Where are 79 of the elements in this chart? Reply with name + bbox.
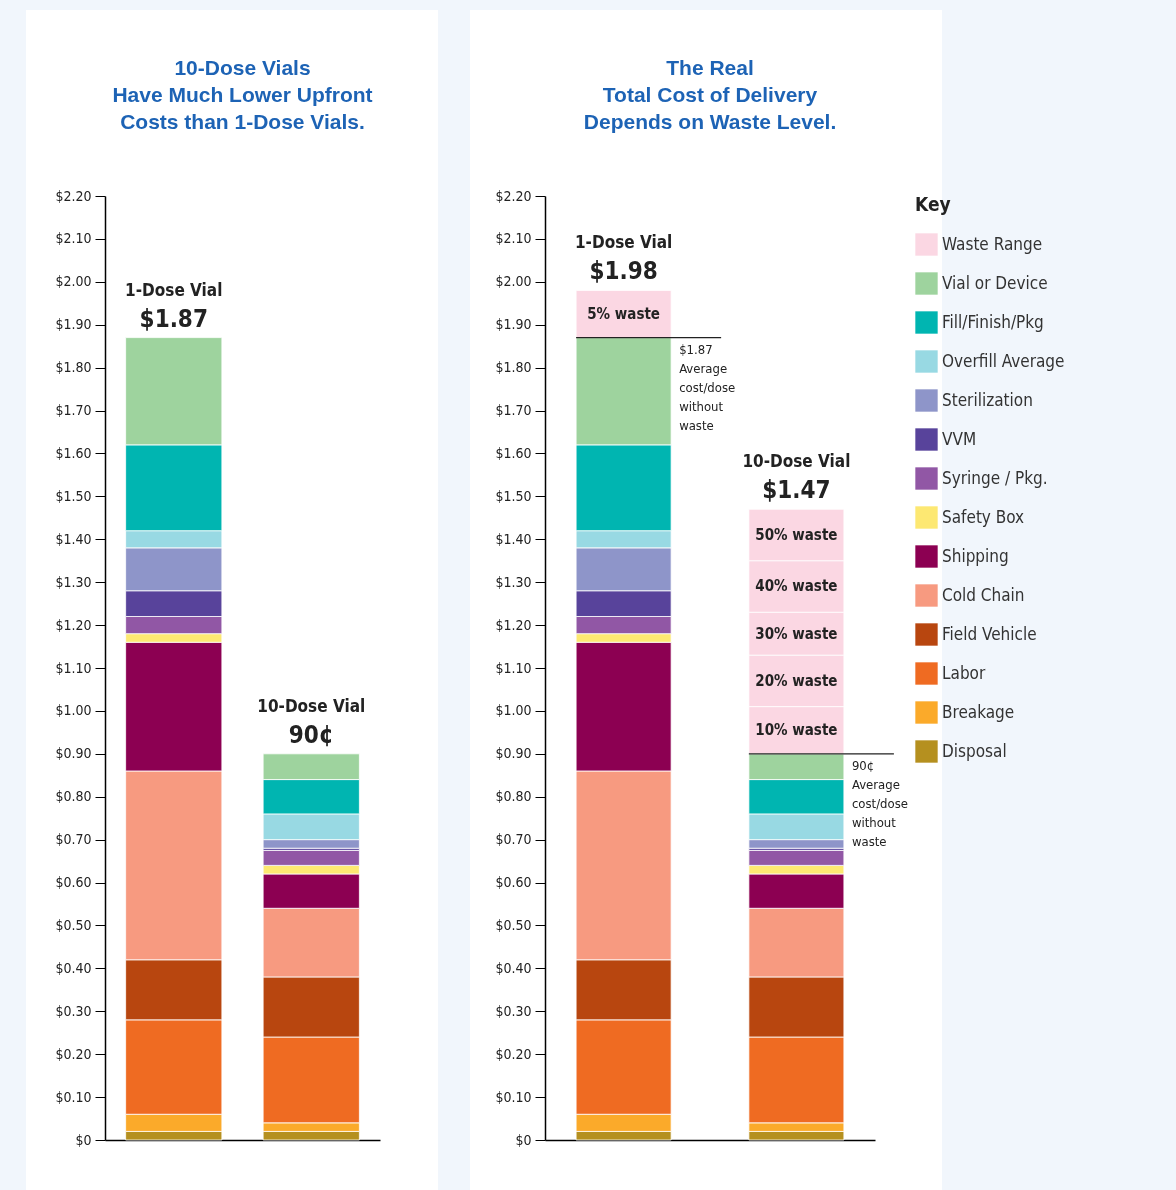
legend-title: Key xyxy=(915,193,951,215)
y-tick-label: $1.70 xyxy=(495,402,532,419)
total-label: $1.98 xyxy=(589,257,658,286)
legend-label: Overfill Average xyxy=(942,350,1065,371)
x-tick-label: 10-Dose Vial xyxy=(257,695,366,716)
legend-label: Fill/Finish/Pkg xyxy=(942,311,1044,332)
y-tick-label: $1.90 xyxy=(55,316,92,333)
annotation: 10% waste xyxy=(755,721,838,740)
ref-line-label: 90¢ Average cost/dose without waste xyxy=(851,757,908,849)
annotation: 30% waste xyxy=(755,624,838,643)
y-tick-label: $1.50 xyxy=(495,487,532,504)
y-tick-label: $1.60 xyxy=(55,444,92,461)
legend-label: Cold Chain xyxy=(942,584,1025,605)
y-tick-label: $0.40 xyxy=(55,959,92,976)
y-tick-label: $1.70 xyxy=(55,402,92,419)
annotation: 5% waste xyxy=(587,305,661,323)
chart-title: The Real Total Cost of Delivery Depends on Waste Level. xyxy=(583,56,837,133)
chart-title: 10-Dose Vials Have Much Lower Upfront Costs than 1-Dose Vials. xyxy=(112,56,373,133)
y-tick-label: $1.50 xyxy=(55,487,92,504)
y-tick-label: $0.10 xyxy=(495,1088,532,1105)
y-tick-label: $1.60 xyxy=(495,444,532,461)
total-label: $1.87 xyxy=(139,304,208,333)
ref-line-label: $1.87 Average cost/dose without waste xyxy=(679,341,736,433)
y-tick-label: $1.20 xyxy=(55,616,92,633)
y-tick-label: $0.60 xyxy=(55,874,92,891)
legend-label: Sterilization xyxy=(942,389,1033,410)
y-tick-label: $0.70 xyxy=(55,831,92,848)
y-tick-label: $0.40 xyxy=(495,959,532,976)
annotation: 50% waste xyxy=(755,525,838,544)
y-tick-label: $1.90 xyxy=(495,316,532,333)
y-tick-label: $0.20 xyxy=(495,1045,532,1062)
y-tick-label: $2.00 xyxy=(55,273,92,290)
y-tick-label: $1.00 xyxy=(55,702,92,719)
legend-label: Vial or Device xyxy=(942,272,1048,293)
y-tick-label: $1.80 xyxy=(495,359,532,376)
legend-label: Breakage xyxy=(942,701,1015,722)
y-tick-label: $1.10 xyxy=(495,659,532,676)
y-tick-label: $2.00 xyxy=(495,273,532,290)
y-tick-label: $0 xyxy=(75,1131,92,1148)
y-tick-label: $0 xyxy=(515,1131,532,1148)
x-tick-label: 10-Dose Vial xyxy=(742,451,851,472)
legend-label: VVM xyxy=(942,428,977,449)
y-tick-label: $2.20 xyxy=(495,187,532,204)
y-tick-label: $2.20 xyxy=(55,187,92,204)
y-tick-label: $2.10 xyxy=(55,230,92,247)
legend-label: Field Vehicle xyxy=(942,623,1037,644)
legend-label: Safety Box xyxy=(942,506,1025,527)
y-tick-label: $0.30 xyxy=(55,1002,92,1019)
legend-label: Shipping xyxy=(942,545,1009,566)
x-tick-label: 1-Dose Vial xyxy=(125,279,223,300)
total-label: $1.47 xyxy=(762,476,831,505)
y-tick-label: $0.10 xyxy=(55,1088,92,1105)
y-tick-label: $0.90 xyxy=(495,745,532,762)
x-tick-label: 1-Dose Vial xyxy=(574,232,673,253)
annotation: 40% waste xyxy=(755,577,838,596)
y-tick-label: $0.20 xyxy=(55,1045,92,1062)
legend-label: Waste Range xyxy=(942,233,1043,254)
y-tick-label: $0.50 xyxy=(55,916,92,933)
y-tick-label: $1.80 xyxy=(55,359,92,376)
y-tick-label: $1.30 xyxy=(55,573,92,590)
y-tick-label: $1.10 xyxy=(55,659,92,676)
y-tick-label: $1.40 xyxy=(495,530,532,547)
y-tick-label: $0.80 xyxy=(55,788,92,805)
y-tick-label: $2.10 xyxy=(495,230,532,247)
y-tick-label: $0.50 xyxy=(495,916,532,933)
total-label: 90¢ xyxy=(288,720,334,749)
y-tick-label: $0.30 xyxy=(495,1002,532,1019)
y-tick-label: $1.40 xyxy=(55,530,92,547)
legend-label: Syringe / Pkg. xyxy=(942,467,1048,488)
y-tick-label: $0.70 xyxy=(495,831,532,848)
annotation: 20% waste xyxy=(755,671,838,690)
y-tick-label: $0.90 xyxy=(55,745,92,762)
y-tick-label: $0.80 xyxy=(495,788,532,805)
y-tick-label: $1.00 xyxy=(495,702,532,719)
y-tick-label: $0.60 xyxy=(495,874,532,891)
legend-label: Labor xyxy=(942,662,986,683)
y-tick-label: $1.20 xyxy=(495,616,532,633)
legend-label: Disposal xyxy=(942,740,1007,761)
y-tick-label: $1.30 xyxy=(495,573,532,590)
